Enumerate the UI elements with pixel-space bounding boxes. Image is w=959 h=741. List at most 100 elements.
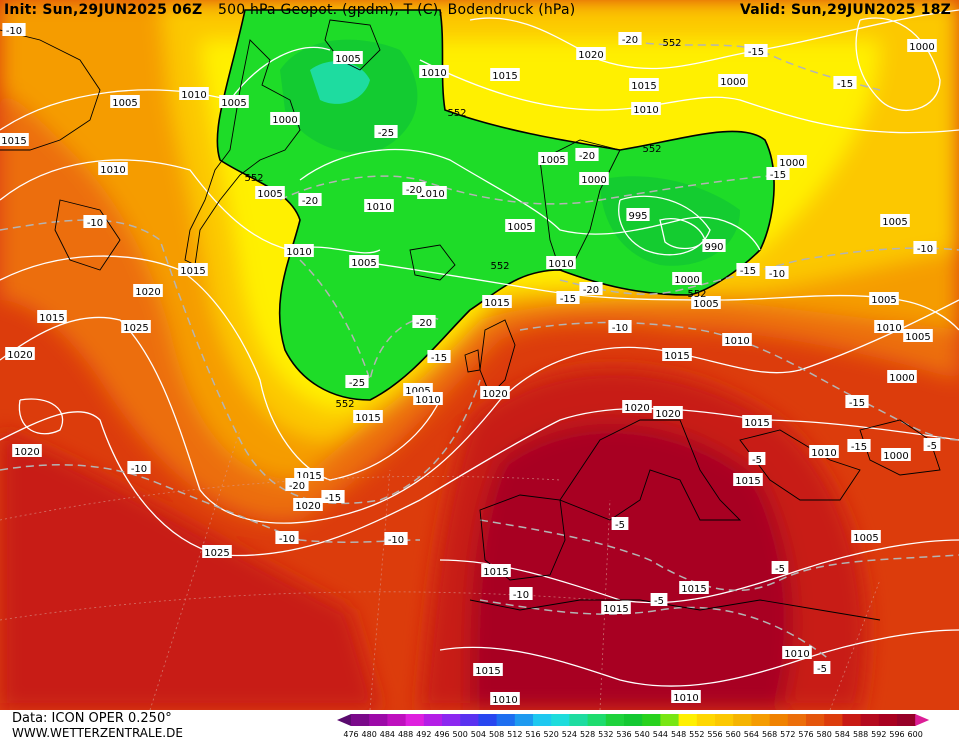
isotherm-label-text: -5 xyxy=(654,596,664,607)
legend-swatch xyxy=(696,714,716,726)
isobar-label-text: 1005 xyxy=(405,386,430,397)
isotherm-label: -10 xyxy=(275,531,299,545)
isotherm-label: -15 xyxy=(736,263,760,277)
isobar-label-text: 1005 xyxy=(853,533,878,544)
isobar-label: 1010 xyxy=(284,244,314,258)
isotherm-label-text: -10 xyxy=(769,269,785,280)
isotherm-label: -10 xyxy=(765,266,789,280)
isotherm-label: -20 xyxy=(575,148,599,162)
canada-coast xyxy=(0,29,101,151)
isotherm-label-text: -5 xyxy=(927,441,937,452)
legend-tick-label: 480 xyxy=(362,730,377,739)
legend-swatch xyxy=(496,714,516,726)
isobar-label-text: 1000 xyxy=(889,373,914,384)
field-deep-red xyxy=(470,423,794,710)
isobar-label: 1010 xyxy=(631,102,661,116)
isobar-label-text: 1005 xyxy=(540,155,565,166)
isobar-label: 1020 xyxy=(622,400,652,414)
isotherm-label-text: -15 xyxy=(560,294,576,305)
isobar-label-box xyxy=(5,347,35,360)
isotherm-label: -10 xyxy=(83,215,107,229)
legend-tick-label: 500 xyxy=(453,730,468,739)
isobar-label-box xyxy=(37,310,67,323)
isotherm-label-box xyxy=(923,438,941,451)
isobar-label-text: 1015 xyxy=(355,413,380,424)
isotherm-label: -5 xyxy=(611,517,629,531)
isobar-label-box xyxy=(490,692,520,705)
isotherm-label: -20 xyxy=(298,193,322,207)
isobar-label-box xyxy=(880,214,910,227)
legend-swatch xyxy=(423,714,443,726)
isobar-label-text: 1020 xyxy=(655,409,680,420)
legend-tick-label: 556 xyxy=(707,730,722,739)
isobar-label-text: 1020 xyxy=(14,447,39,458)
color-legend: 476 480 484 488 492 496 500 504 508 512 516 520 524 5… xyxy=(337,714,930,739)
isotherm-label-text: -15 xyxy=(851,442,867,453)
isobar-label-text: 1015 xyxy=(735,476,760,487)
isobar-label: 1010 xyxy=(874,320,904,334)
isobar-label-box xyxy=(626,208,650,221)
isobar-label: 1005 xyxy=(691,296,721,310)
north-africa-coast xyxy=(469,599,881,621)
legend-swatch xyxy=(351,714,370,726)
isotherm-label-text: -20 xyxy=(416,318,432,329)
legend-tick-label: 496 xyxy=(434,730,449,739)
isobar-label: 1005 xyxy=(110,95,140,109)
isobar-label: 1015 xyxy=(742,415,772,429)
isotherm-label-box xyxy=(275,531,299,544)
isotherm-label-box xyxy=(285,478,309,491)
isobar-line xyxy=(439,539,959,604)
isotherm-label-box xyxy=(2,23,26,36)
legend-swatch xyxy=(369,714,388,726)
svalbard-coast xyxy=(324,19,381,71)
isotherm-label-box xyxy=(833,76,857,89)
legend-tick-label: 504 xyxy=(471,730,486,739)
isobar-label: 1005 xyxy=(219,95,249,109)
geopotential-label-text: 552 xyxy=(244,173,263,184)
isobar-label: 1025 xyxy=(121,320,151,334)
isotherm-label: -5 xyxy=(813,661,831,675)
isobar-label-text: 1015 xyxy=(1,136,26,147)
isobar-label-text: 1020 xyxy=(482,389,507,400)
isobar-label: 1015 xyxy=(482,295,512,309)
isotherm-label-box xyxy=(845,395,869,408)
iceland-coast xyxy=(409,244,456,281)
isobar-label: 1015 xyxy=(490,68,520,82)
isobar-label: 1015 xyxy=(37,310,67,324)
isobar-line xyxy=(0,159,381,254)
isobar-label: 1015 xyxy=(178,263,208,277)
legend-swatch xyxy=(897,714,916,726)
isobar-line xyxy=(0,46,331,131)
legend-tick-label: 528 xyxy=(580,730,595,739)
legend-tick-label: 560 xyxy=(726,730,741,739)
isobar-label-box xyxy=(691,296,721,309)
geopotential-label-text: 552 xyxy=(662,38,681,49)
isobar-label-box xyxy=(364,199,394,212)
isotherm-label-text: -20 xyxy=(406,185,422,196)
valid-time: Valid: Sun,29JUN2025 18Z xyxy=(740,2,951,18)
isotherm-label-text: -15 xyxy=(431,353,447,364)
isobar-label-text: 1010 xyxy=(419,189,444,200)
isobar-label: 1025 xyxy=(202,545,232,559)
isobar-label-text: 1020 xyxy=(135,287,160,298)
geopotential-label: 552 xyxy=(490,261,509,272)
isotherm-label-box xyxy=(556,291,580,304)
geopotential-label-text: 552 xyxy=(687,289,706,300)
isotherm-label-text: -20 xyxy=(302,196,318,207)
legend-tick-label: 580 xyxy=(817,730,832,739)
isobar-label: 1005 xyxy=(255,186,285,200)
isotherm-label-box xyxy=(509,587,533,600)
legend-tick-label: 568 xyxy=(762,730,777,739)
isotherm-label-text: -15 xyxy=(770,170,786,181)
isobar-label-text: 1015 xyxy=(744,418,769,429)
isotherm-label-text: -10 xyxy=(131,464,147,475)
isobar-label-text: 1010 xyxy=(492,695,517,706)
legend-tick-label: 512 xyxy=(507,730,522,739)
isotherm-label-box xyxy=(813,661,831,674)
labrador-coast xyxy=(54,199,121,271)
isobar-label-box xyxy=(505,219,535,232)
legend-swatch xyxy=(460,714,479,726)
isobar-label-box xyxy=(490,68,520,81)
isobar-label-text: 1015 xyxy=(603,604,628,615)
isobar-label: 1015 xyxy=(629,78,659,92)
